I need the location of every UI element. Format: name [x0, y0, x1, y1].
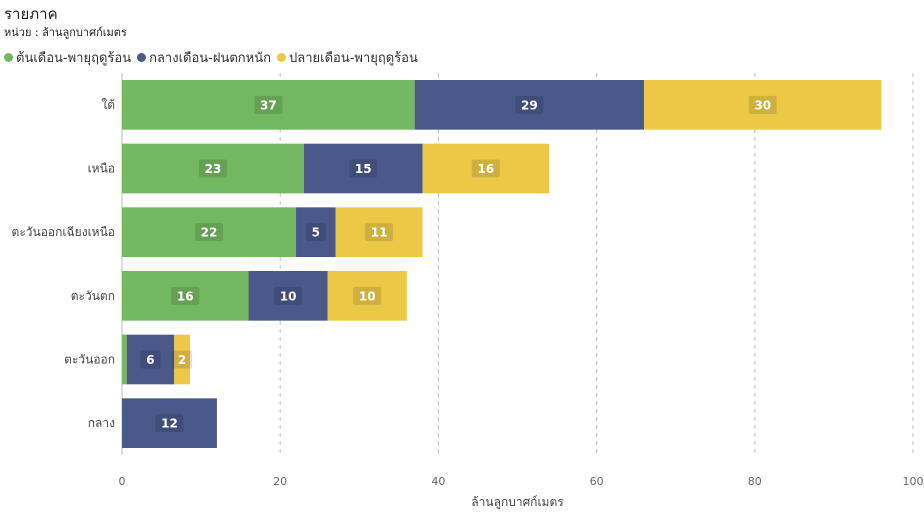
data-label-bg-2-2 — [365, 223, 394, 242]
bar-3-0 — [122, 271, 249, 321]
data-label-0-0: 37 — [260, 98, 277, 112]
data-label-4-1: 6 — [146, 353, 154, 367]
data-label-2-2: 11 — [371, 226, 388, 240]
legend-swatch-mid — [137, 53, 147, 62]
data-label-5-1: 12 — [161, 417, 178, 431]
bar-3-2 — [327, 271, 407, 321]
y-tick-label-3: ตะวันตก — [71, 289, 115, 303]
data-label-2-1: 5 — [312, 226, 320, 240]
bar-0-0 — [122, 80, 415, 130]
bar-0-2 — [644, 80, 882, 130]
legend-label-late: ปลายเดือน-พายุฤดูร้อน — [288, 51, 418, 66]
bar-series — [122, 80, 882, 448]
legend: ต้นเดือน-พายุฤดูร้อน กลางเดือน-ฝนตกหนัก … — [4, 47, 424, 68]
data-labels: 37 29 30 23 15 16 22 5 11 16 10 10 6 2 12 — [140, 95, 777, 433]
legend-label-mid: กลางเดือน-ฝนตกหนัก — [149, 51, 271, 66]
legend-item-early[interactable]: ต้นเดือน-พายุฤดูร้อน — [4, 47, 131, 68]
data-label-3-2: 10 — [359, 289, 376, 303]
data-label-0-1: 29 — [521, 98, 538, 112]
y-tick-label-0: ใต้ — [101, 98, 115, 112]
y-tick-label-4: ตะวันออก — [64, 353, 115, 367]
x-tick-label-20: 20 — [273, 475, 287, 488]
data-label-bg-2-1 — [305, 223, 326, 242]
data-label-1-0: 23 — [205, 162, 222, 176]
data-label-bg-3-0 — [171, 286, 200, 305]
x-axis-title: ล้านลูกบาศก์เมตร — [471, 495, 564, 510]
legend-item-mid[interactable]: กลางเดือน-ฝนตกหนัก — [137, 47, 271, 68]
data-label-3-1: 10 — [280, 289, 297, 303]
data-label-bg-1-2 — [471, 159, 500, 178]
x-tick-label-80: 80 — [748, 475, 762, 488]
x-tick-label-100: 100 — [903, 475, 924, 488]
data-label-2-0: 22 — [201, 226, 218, 240]
data-label-bg-0-0 — [254, 95, 283, 114]
bar-3-1 — [248, 271, 328, 321]
legend-swatch-early — [4, 53, 13, 62]
data-label-bg-0-1 — [515, 95, 544, 114]
bar-1-2 — [422, 143, 550, 194]
bar-1-0 — [122, 143, 304, 194]
data-label-4-2: 2 — [178, 353, 186, 367]
y-tick-label-5: กลาง — [88, 416, 115, 430]
x-tick-label-40: 40 — [431, 475, 445, 488]
legend-item-late[interactable]: ปลายเดือน-พายุฤดูร้อน — [276, 47, 418, 68]
data-label-bg-3-1 — [274, 286, 303, 305]
bar-2-0 — [122, 207, 297, 257]
chart-subtitle: หน่วย : ล้านลูกบาศก์เมตร — [4, 26, 127, 39]
bar-2-1 — [296, 207, 336, 257]
data-label-3-0: 16 — [177, 289, 194, 303]
chart-title: รายภาค — [4, 5, 58, 23]
x-tick-label-60: 60 — [590, 475, 604, 488]
bar-4-0 — [122, 334, 127, 385]
data-label-bg-5-1 — [155, 414, 184, 433]
data-label-bg-1-1 — [349, 159, 378, 178]
bar-1-1 — [303, 143, 423, 194]
legend-swatch-late — [276, 53, 286, 62]
x-tick-label-0: 0 — [119, 475, 126, 488]
data-label-bg-4-1 — [140, 350, 161, 369]
data-label-bg-0-2 — [748, 95, 777, 114]
data-label-bg-2-0 — [195, 223, 224, 242]
y-axis: ใต้เหนือตะวันออกเฉียงเหนือตะวันตกตะวันออ… — [12, 98, 115, 430]
bar-4-1 — [126, 334, 175, 385]
bar-5-1 — [122, 398, 217, 448]
legend-label-early: ต้นเดือน-พายุฤดูร้อน — [16, 51, 132, 66]
bar-2-2 — [335, 207, 423, 257]
data-label-0-2: 30 — [754, 98, 771, 112]
data-label-1-1: 15 — [355, 162, 372, 176]
bar-0-1 — [414, 80, 645, 130]
y-tick-label-2: ตะวันออกเฉียงเหนือ — [12, 225, 115, 239]
data-label-1-2: 16 — [478, 162, 495, 176]
data-label-bg-4-2 — [172, 350, 193, 369]
data-label-bg-1-0 — [198, 159, 227, 178]
y-tick-label-1: เหนือ — [88, 162, 115, 176]
gridlines — [121, 73, 914, 455]
data-label-bg-3-2 — [353, 286, 382, 305]
x-axis: ล้านลูกบาศก์เมตร 0 20 40 60 80 100 — [119, 475, 924, 510]
bar-4-2 — [174, 334, 191, 385]
